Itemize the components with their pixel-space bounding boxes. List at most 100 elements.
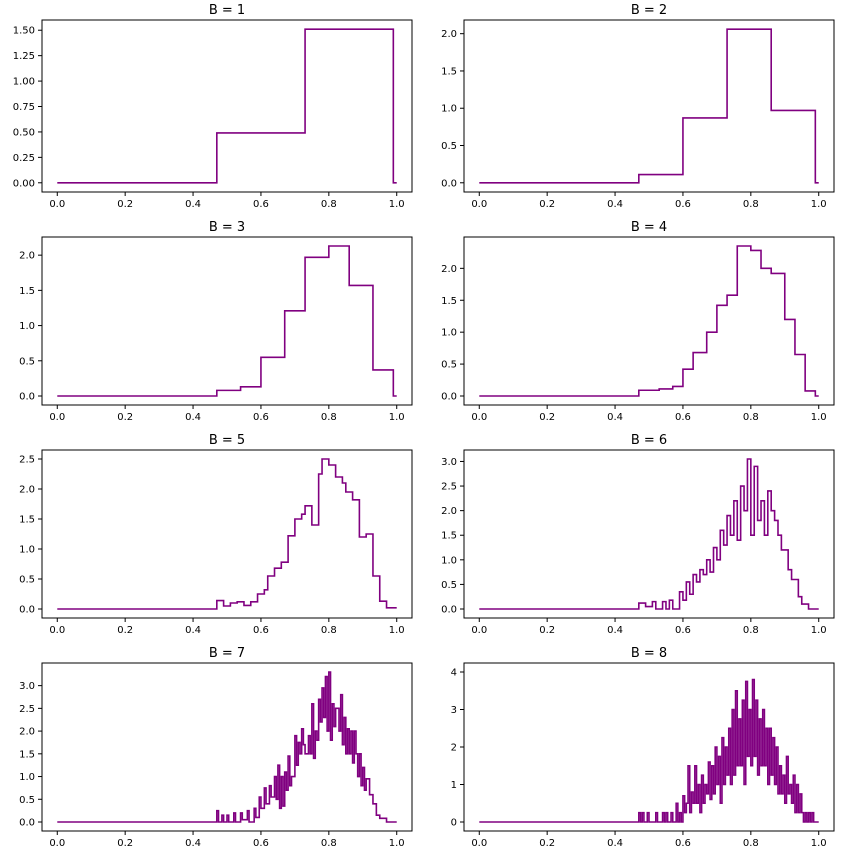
x-tick-label: 1.0 (811, 838, 827, 849)
y-tick-label: 1.0 (441, 555, 457, 566)
y-tick-label: 0.0 (19, 392, 35, 403)
x-tick-label: 0.4 (607, 412, 623, 423)
x-tick-label: 0.4 (607, 838, 623, 849)
y-tick-label: 0.5 (19, 575, 35, 586)
y-tick-label: 2.0 (19, 727, 35, 738)
subplot-8: B = 8 0.0 0.2 0.4 0.6 0.8 1.0 0 1 2 3 4 (451, 646, 835, 849)
x-tick-label: 0.8 (743, 625, 759, 636)
y-tick-label: 0.00 (13, 178, 35, 189)
y-tick-label: 1.0 (441, 104, 457, 115)
y-tick-label: 0.5 (441, 360, 457, 371)
x-tick-label: 0.2 (117, 838, 133, 849)
subplot-title: B = 1 (209, 3, 245, 18)
plot-frame (41, 662, 413, 832)
y-tick-label: 2.5 (441, 482, 457, 493)
x-tick-label: 0.2 (539, 199, 555, 210)
y-tick-label: 1.0 (19, 321, 35, 332)
y-tick-label: 1.0 (19, 772, 35, 783)
x-tick-label: 0.4 (185, 412, 201, 423)
y-tick-label: 2.0 (441, 264, 457, 275)
subplot-title: B = 2 (631, 3, 667, 18)
x-tick-label: 0.4 (185, 838, 201, 849)
density-step-line (57, 245, 397, 397)
y-tick-label: 4 (451, 668, 457, 679)
y-tick-label: 0.25 (13, 153, 35, 164)
plot-frame (463, 449, 835, 619)
y-tick-label: 2 (451, 743, 457, 754)
subplot-title: B = 8 (631, 646, 667, 661)
x-tick-label: 0.8 (743, 199, 759, 210)
x-tick-label: 0.0 (471, 625, 487, 636)
y-tick-label: 1.25 (13, 51, 35, 62)
x-tick-label: 1.0 (389, 412, 405, 423)
y-tick-label: 2.5 (19, 704, 35, 715)
x-tick-label: 1.0 (811, 625, 827, 636)
x-tick-label: 0.2 (539, 625, 555, 636)
y-tick-label: 2.0 (19, 485, 35, 496)
density-step-line (479, 458, 819, 610)
y-tick-label: 0.5 (19, 356, 35, 367)
y-tick-label: 1.5 (19, 749, 35, 760)
x-tick-label: 0.4 (607, 625, 623, 636)
y-tick-label: 1 (451, 780, 457, 791)
x-tick-label: 0.8 (743, 838, 759, 849)
x-tick-label: 0.8 (321, 199, 337, 210)
x-tick-label: 1.0 (811, 199, 827, 210)
subplot-title: B = 3 (209, 220, 245, 235)
x-tick-label: 1.0 (811, 412, 827, 423)
y-tick-label: 2.0 (441, 506, 457, 517)
x-tick-label: 1.0 (389, 625, 405, 636)
x-tick-label: 0.2 (117, 199, 133, 210)
x-tick-label: 0.2 (117, 412, 133, 423)
subplot-2: B = 2 0.0 0.2 0.4 0.6 0.8 1.0 0.0 0.5 1.0 1.5 2.0 (441, 3, 835, 210)
y-tick-label: 2.0 (441, 29, 457, 40)
y-tick-label: 1.5 (441, 296, 457, 307)
subplot-5: B = 5 0.0 0.2 0.4 0.6 0.8 1.0 0.0 0.5 1.0 1.5 2.0 2.… (19, 433, 413, 636)
x-tick-label: 0.8 (321, 838, 337, 849)
y-tick-label: 2.5 (19, 455, 35, 466)
y-tick-label: 0.5 (441, 141, 457, 152)
y-tick-label: 0.50 (13, 127, 35, 138)
y-tick-label: 0.0 (441, 178, 457, 189)
subplot-title: B = 4 (631, 220, 667, 235)
x-tick-label: 1.0 (389, 838, 405, 849)
x-tick-label: 0.6 (253, 199, 269, 210)
subplot-title: B = 5 (209, 433, 245, 448)
x-tick-label: 0.6 (675, 625, 691, 636)
y-tick-label: 2.0 (19, 251, 35, 262)
subplot-1: B = 1 0.0 0.2 0.4 0.6 0.8 1.0 0.00 0.25 0.50 0.75 1… (13, 3, 413, 210)
plot-frame (41, 236, 413, 406)
plot-frame (41, 449, 413, 619)
x-tick-label: 0.6 (253, 838, 269, 849)
y-tick-label: 1.5 (19, 286, 35, 297)
y-tick-label: 1.0 (19, 545, 35, 556)
subplot-6: B = 6 0.0 0.2 0.4 0.6 0.8 1.0 0.0 0.5 1.0 1.5 2.0 2.… (441, 433, 835, 636)
y-tick-label: 1.00 (13, 77, 35, 88)
x-tick-label: 0.0 (49, 625, 65, 636)
y-tick-label: 0.5 (441, 580, 457, 591)
y-tick-label: 0.0 (19, 605, 35, 616)
y-tick-label: 0.5 (19, 795, 35, 806)
subplot-title: B = 6 (631, 433, 667, 448)
density-step-line (57, 458, 397, 610)
x-tick-label: 0.6 (253, 625, 269, 636)
plot-frame (463, 19, 835, 193)
x-tick-label: 1.0 (389, 199, 405, 210)
y-tick-label: 1.0 (441, 328, 457, 339)
x-tick-label: 0.2 (539, 838, 555, 849)
x-tick-label: 0.0 (471, 412, 487, 423)
density-step-line (479, 28, 819, 184)
y-tick-label: 3.0 (441, 457, 457, 468)
x-tick-label: 0.4 (185, 625, 201, 636)
x-tick-label: 0.8 (743, 412, 759, 423)
y-tick-label: 0.75 (13, 102, 35, 113)
plot-frame (463, 236, 835, 406)
plot-frame (41, 19, 413, 193)
y-tick-label: 3 (451, 705, 457, 716)
density-step-line (57, 671, 397, 823)
x-tick-label: 0.6 (675, 838, 691, 849)
subplot-3: B = 3 0.0 0.2 0.4 0.6 0.8 1.0 0.0 0.5 1.0 1.5 2.0 (19, 220, 413, 423)
y-tick-label: 0.0 (441, 392, 457, 403)
x-tick-label: 0.8 (321, 412, 337, 423)
